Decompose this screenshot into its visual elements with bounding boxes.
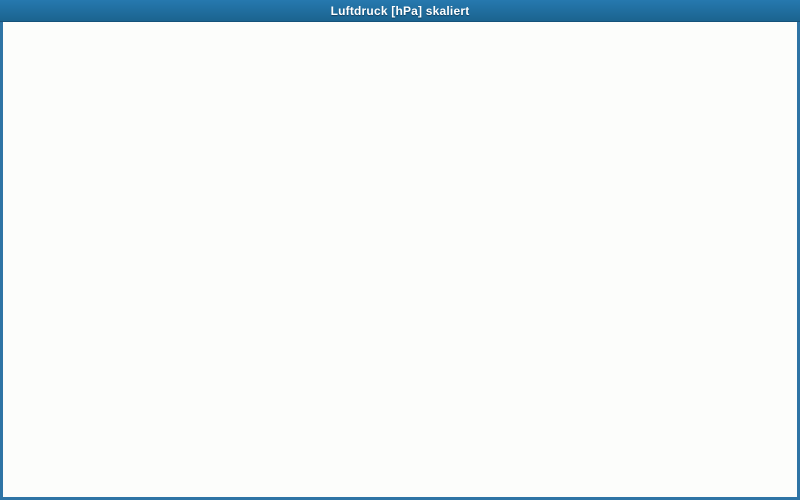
chart-frame (0, 22, 800, 500)
window-title: Luftdruck [hPa] skaliert (330, 3, 470, 18)
title-bar[interactable]: Luftdruck [hPa] skaliert (0, 0, 800, 22)
